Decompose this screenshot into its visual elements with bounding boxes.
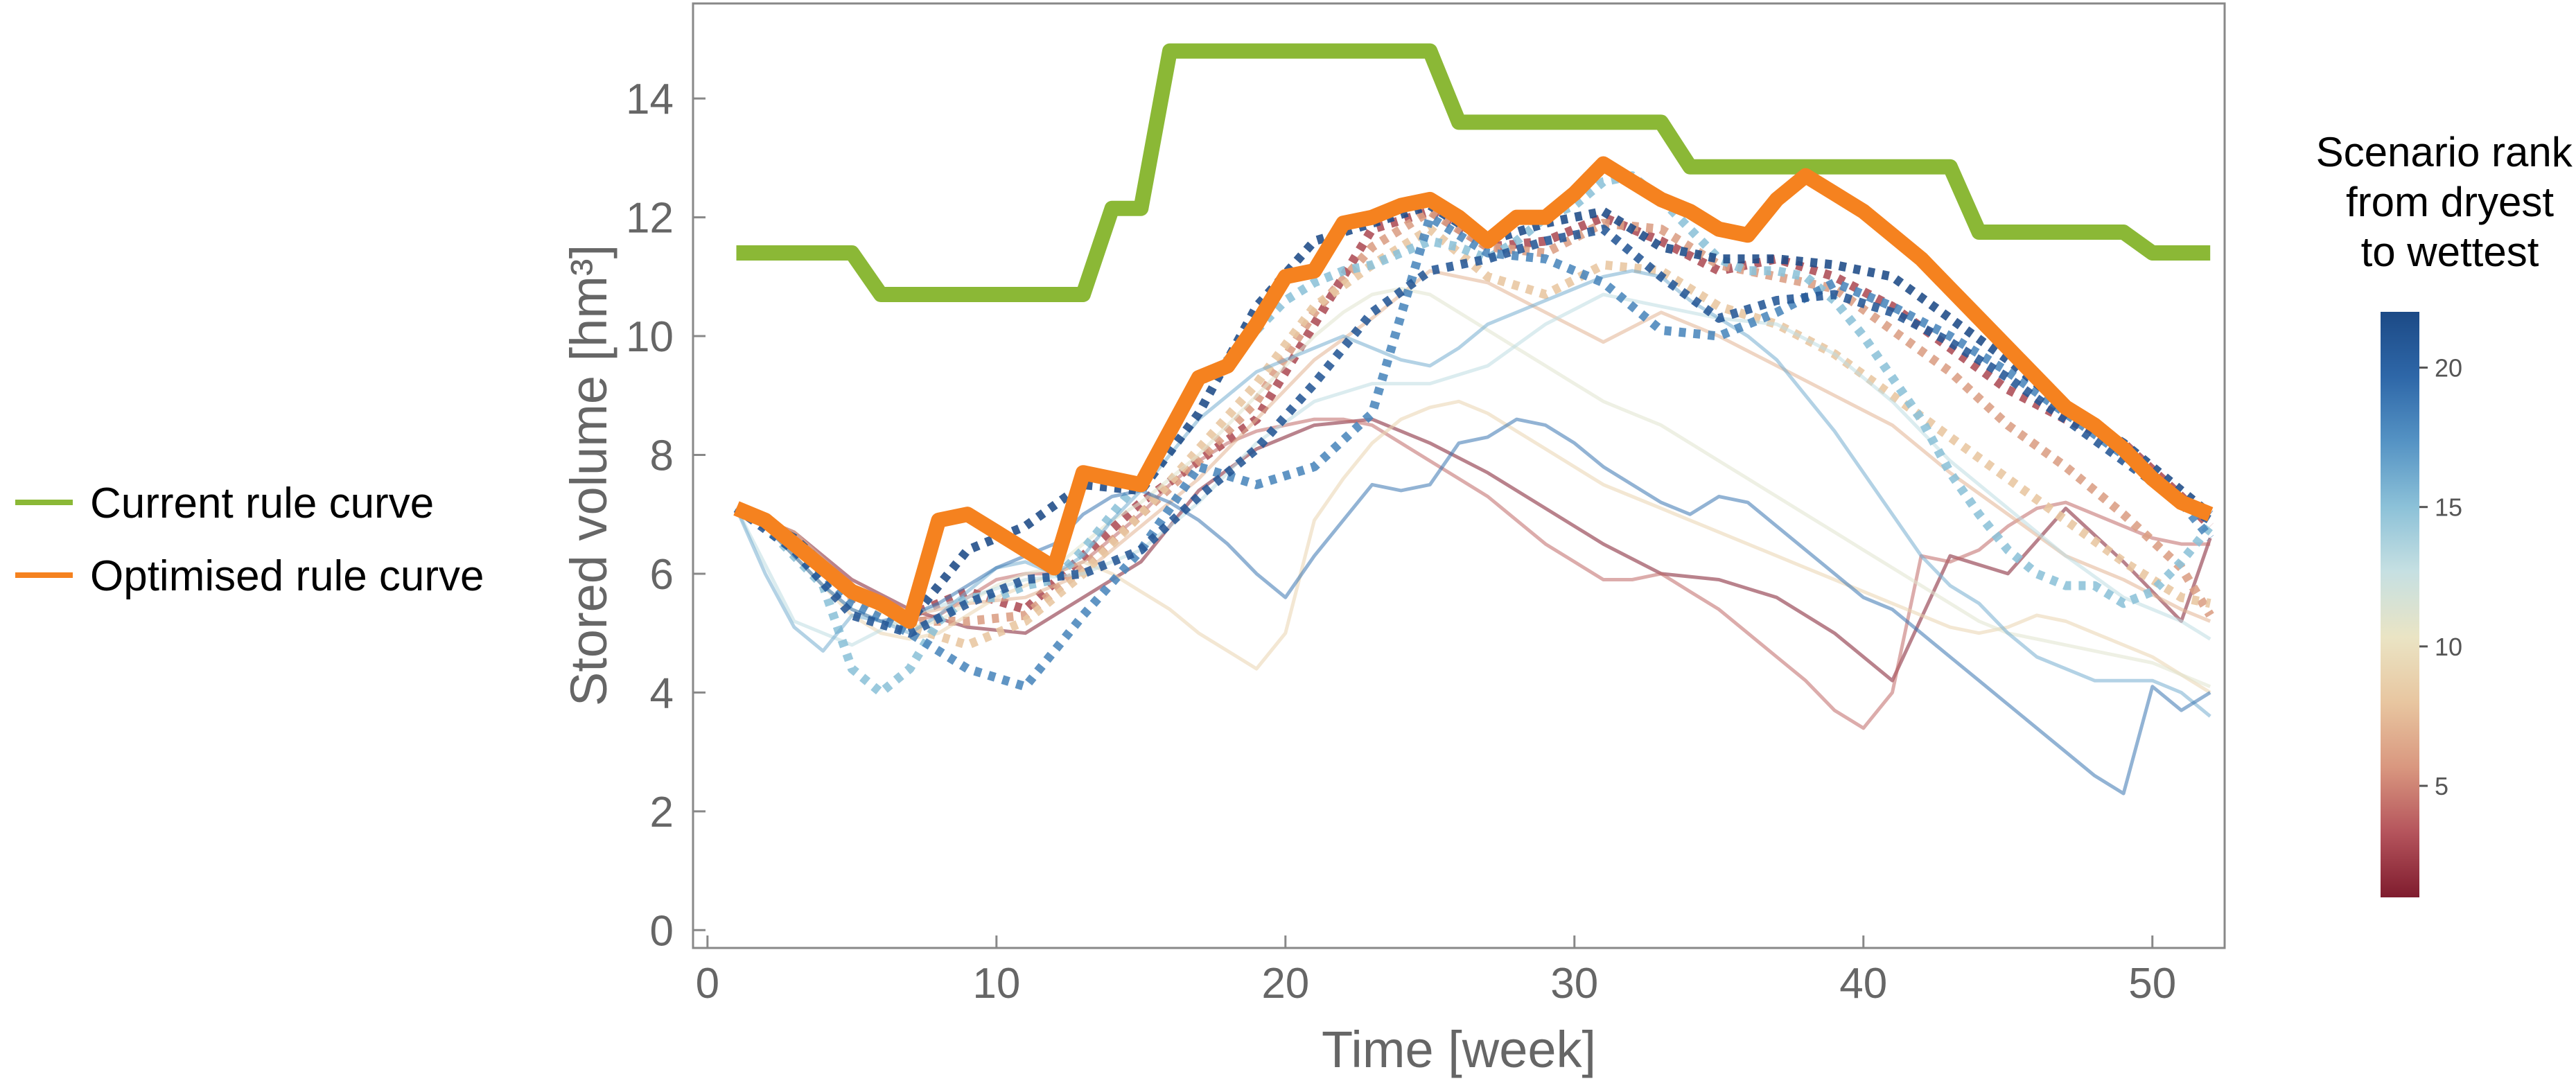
y-tick-label: 4 [650,669,674,717]
series-line-scenario-8 [734,225,2211,650]
legend-label-optimised: Optimised rule curve [90,552,484,600]
series-layer [733,43,2214,796]
x-tick-label: 50 [2128,960,2176,1008]
colorbar-tick-label: 5 [2435,772,2448,800]
series-line-scenario-16 [735,269,2211,718]
x-axis-title: Time [week] [1322,1021,1596,1078]
colorbar-tick-label: 15 [2435,493,2462,522]
x-tick-label: 0 [696,960,719,1008]
legend: Current rule curve Optimised rule curve [15,480,484,600]
y-tick-label: 8 [650,432,674,480]
series-line-scenario-1 [735,417,2212,683]
colorbar-ticks: 5 10 15 20 [2419,353,2462,800]
colorbar-title-line-1: Scenario rank, [2316,129,2576,175]
colorbar: Scenario rank, from dryest to wettest 5 1… [2316,129,2576,897]
x-tick-label: 40 [1839,960,1887,1008]
y-axis-title: Stored volume [hm³] [560,245,617,706]
series-line-scenario-18 [734,213,2214,692]
series-line-current-rule-curve [736,43,2211,302]
ticks-layer: 0 10 20 30 40 50 0 2 4 6 8 10 12 14 [626,76,2176,1008]
y-tick-label: 6 [650,551,674,599]
plot-frame [692,2,2226,949]
series-line-scenario-22 [734,201,2214,626]
series-line-scenario-9 [735,399,2211,694]
series-line-scenario-4 [735,417,2211,730]
x-tick-label: 30 [1550,960,1598,1008]
y-tick-label: 12 [626,195,674,243]
x-tick-label: 10 [972,960,1020,1008]
x-tick-label: 20 [1261,960,1309,1008]
series-line-scenario-21 [733,225,2213,638]
y-tick-label: 14 [626,76,674,123]
y-tick-label: 0 [650,907,674,955]
series-line-scenario-6 [734,206,2214,626]
y-tick-label: 10 [626,313,674,361]
colorbar-tick-label: 10 [2435,633,2462,661]
series-line-scenario-19 [735,417,2211,796]
series-line-scenario-3 [734,206,2214,620]
series-line-optimised-rule-curve [733,156,2214,629]
colorbar-gradient [2381,312,2419,897]
colorbar-title-line-3: to wettest [2361,229,2539,275]
colorbar-title-line-2: from dryest [2346,179,2554,225]
legend-label-current: Current rule curve [90,480,434,527]
y-tick-label: 2 [650,789,674,836]
colorbar-tick-label: 20 [2435,353,2462,382]
